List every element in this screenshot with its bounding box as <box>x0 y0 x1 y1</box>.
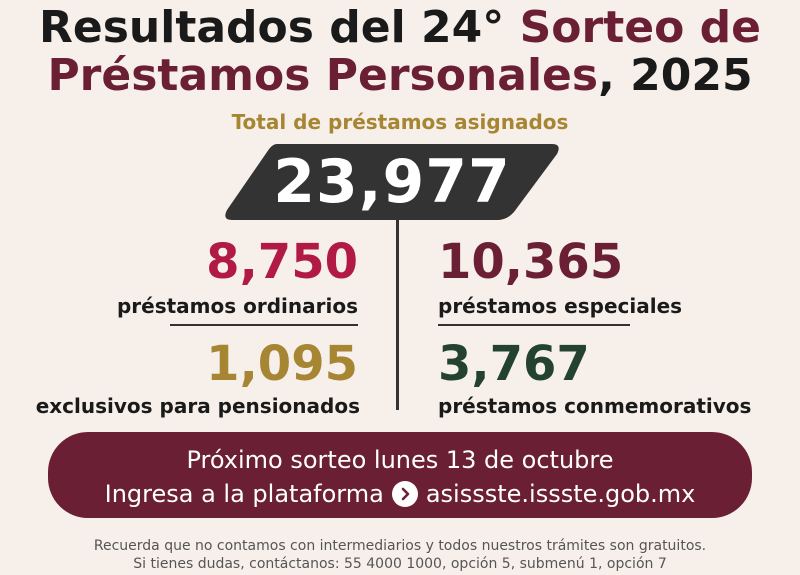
title-part-1: Resultados del 24° <box>39 2 520 53</box>
title-part-2: , 2025 <box>598 50 753 101</box>
title-line-1: Resultados del 24° Sorteo de <box>0 4 800 52</box>
total-label: Total de préstamos asignados <box>231 110 569 134</box>
center-divider <box>396 220 399 410</box>
platform-prefix: Ingresa a la plataforma <box>104 480 384 508</box>
commemorative-loans-label: préstamos conmemorativos <box>438 394 752 418</box>
footer-contact: Si tienes dudas, contáctanos: 55 4000 10… <box>133 556 667 572</box>
right-divider <box>438 324 630 326</box>
pension-loans-value: 1,095 <box>206 336 358 392</box>
chevron-right-icon <box>391 481 418 507</box>
title-accent-2: Préstamos Personales <box>47 50 599 101</box>
footer-disclaimer: Recuerda que no contamos con intermediar… <box>93 538 707 554</box>
special-loans-label: préstamos especiales <box>438 294 683 318</box>
platform-link[interactable]: asissste.issste.gob.mx <box>425 480 696 508</box>
commemorative-loans-value: 3,767 <box>438 336 590 392</box>
title-line-2: Préstamos Personales, 2025 <box>0 52 800 100</box>
next-draw-text: Próximo sorteo lunes 13 de octubre <box>186 446 614 474</box>
special-loans-value: 10,365 <box>438 234 624 290</box>
title-accent-1: Sorteo de <box>519 2 761 53</box>
ordinary-loans-label: préstamos ordinarios <box>116 294 358 318</box>
pension-loans-label: exclusivos para pensionados <box>35 394 360 418</box>
total-value: 23,977 <box>273 147 511 217</box>
left-divider <box>170 324 358 326</box>
next-draw-banner: Próximo sorteo lunes 13 de octubre Ingre… <box>48 432 752 518</box>
ordinary-loans-value: 8,750 <box>206 234 358 290</box>
platform-line: Ingresa a la plataforma asissste.issste.… <box>48 480 752 508</box>
total-banner-shape <box>225 144 559 220</box>
